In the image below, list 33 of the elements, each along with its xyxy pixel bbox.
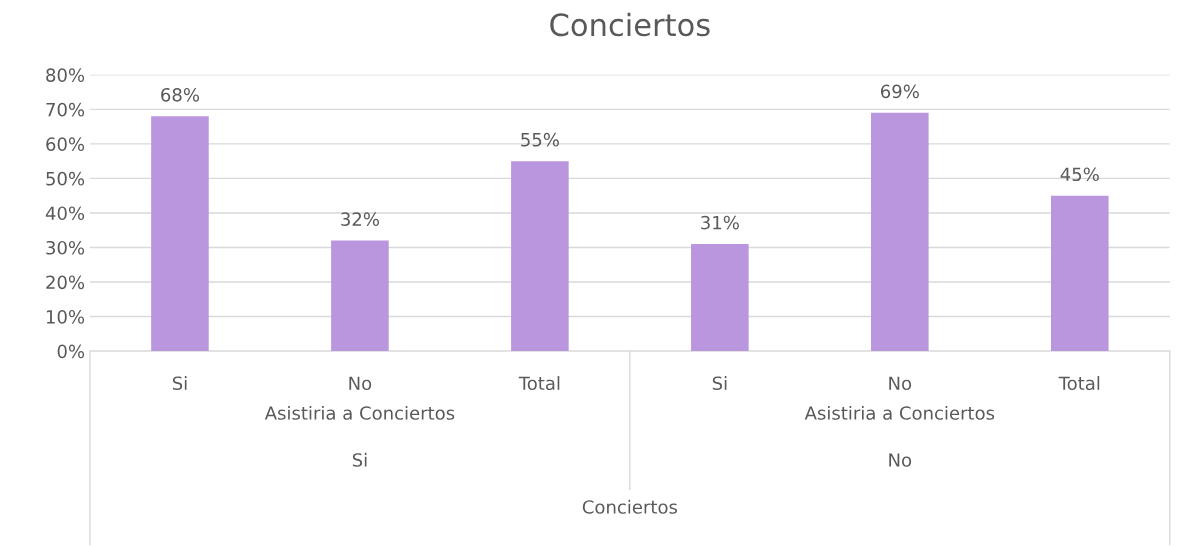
y-tick-label: 20% [46,275,85,290]
bar [1050,195,1109,352]
data-label: 69% [881,84,919,99]
y-tick-label: 50% [46,171,85,186]
text: Conciertos [582,499,678,514]
y-tick-label: 10% [46,310,85,324]
y-tick-label: 30% [46,240,85,255]
data-label: 31% [701,215,739,230]
x-tick-label: Si [172,376,187,391]
y-tick-label: 80% [46,68,85,82]
data-label: 45% [1060,167,1099,182]
bar [151,116,209,352]
text: Si [352,452,367,467]
bar [871,112,929,352]
text: Asistiria a Conciertos [804,405,995,420]
x-tick-label: Total [1058,376,1100,391]
y-tick-label: 70% [46,102,85,117]
data-label: 32% [341,212,379,226]
bar [691,244,749,352]
x-tick-label: Total [518,376,560,391]
bar [511,161,569,352]
y-tick-label: 60% [46,137,85,151]
data-label: 68% [161,87,200,102]
chart-title: Conciertos [550,12,710,37]
bar [331,240,389,352]
data-label: 55% [521,132,559,147]
x-tick-label: Si [712,376,727,391]
y-tick-label: 0% [57,344,85,359]
text: Asistiria a Conciertos [264,405,455,420]
x-tick-label: No [349,376,372,391]
text: No [889,453,912,467]
y-tick-label: 40% [45,206,85,221]
x-tick-label: No [889,376,912,391]
